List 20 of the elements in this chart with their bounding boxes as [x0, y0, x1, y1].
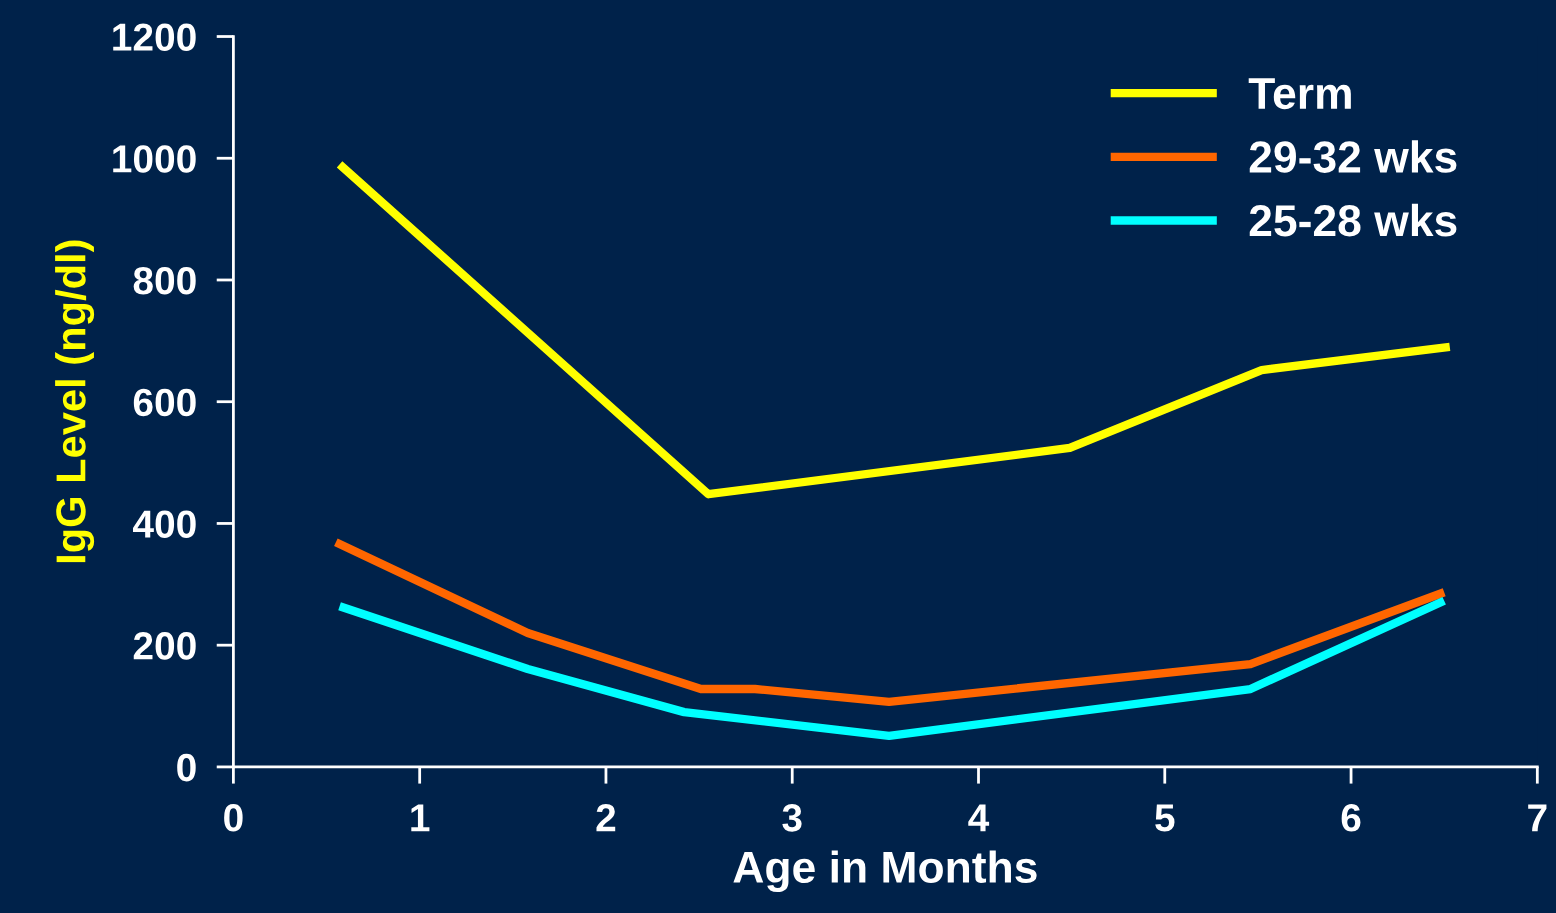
- y-tick-label: 0: [177, 753, 196, 782]
- y-tick-label: 800: [133, 266, 196, 295]
- y-tick-label: 400: [133, 510, 196, 538]
- x-axis-title: Age in Months: [733, 850, 1037, 893]
- x-tick-label: 7: [1528, 804, 1547, 832]
- x-tick-label: 4: [968, 804, 990, 832]
- x-tick-label: 5: [1155, 804, 1175, 832]
- y-tick-label: 600: [133, 388, 196, 417]
- y-tick-label: 1000: [113, 145, 196, 173]
- legend-label: 29-32 wks: [1249, 140, 1457, 173]
- legend-label: Term: [1248, 78, 1351, 110]
- y-axis-title: IgG Level (ng/dl): [55, 240, 95, 563]
- x-tick-label: 3: [782, 804, 802, 832]
- x-tick-label: 2: [596, 804, 616, 832]
- x-tick-label: 0: [224, 804, 243, 832]
- x-tick-label: 1: [411, 804, 430, 832]
- legend-label: 25-28 wks: [1249, 203, 1457, 237]
- y-tick-label: 200: [133, 632, 196, 660]
- x-tick-label: 6: [1341, 804, 1361, 832]
- y-tick-label: 1200: [113, 23, 196, 51]
